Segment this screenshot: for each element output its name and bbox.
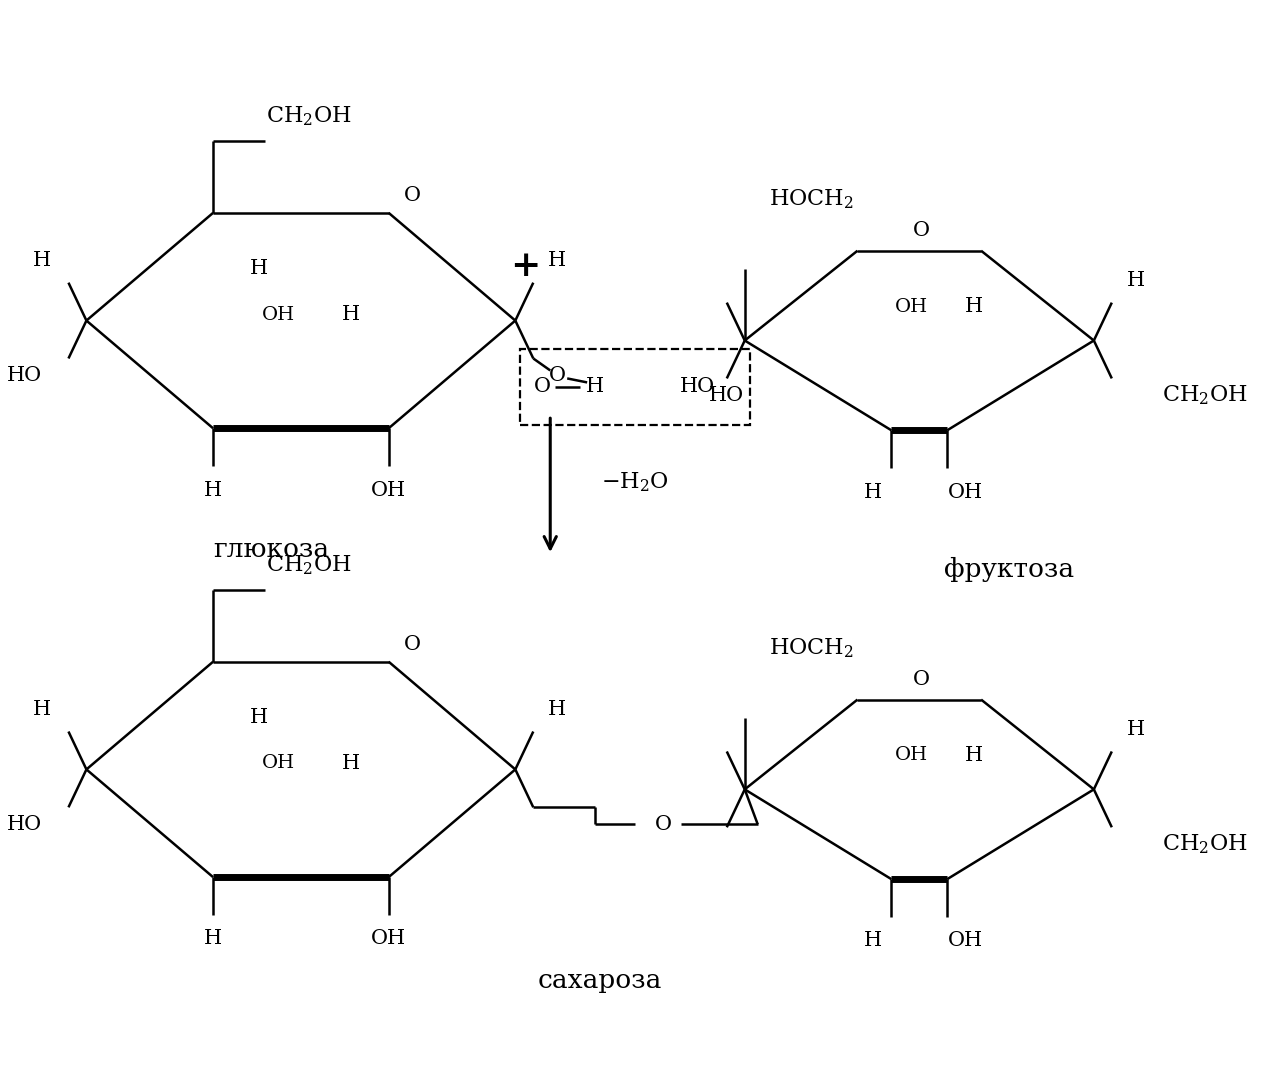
Text: $\mathregular{HOCH_2}$: $\mathregular{HOCH_2}$ xyxy=(770,187,853,210)
Text: H: H xyxy=(548,700,566,719)
Text: глюкоза: глюкоза xyxy=(212,537,329,562)
Text: O: O xyxy=(655,815,672,834)
Text: H: H xyxy=(250,708,268,727)
Text: H: H xyxy=(341,754,360,773)
Text: H: H xyxy=(250,259,268,278)
Text: $-\mathregular{H_2O}$: $-\mathregular{H_2O}$ xyxy=(601,471,669,494)
Text: $\mathregular{CH_2OH}$: $\mathregular{CH_2OH}$ xyxy=(266,553,351,577)
Text: +: + xyxy=(510,249,541,282)
Text: $\mathregular{CH_2OH}$: $\mathregular{CH_2OH}$ xyxy=(266,105,351,128)
Text: H: H xyxy=(205,481,223,499)
Text: OH: OH xyxy=(263,305,296,324)
Text: фруктоза: фруктоза xyxy=(943,557,1075,582)
Text: H: H xyxy=(341,305,360,324)
Text: O: O xyxy=(534,377,551,397)
Text: HO: HO xyxy=(709,386,744,404)
Text: H: H xyxy=(586,377,604,397)
Text: OH: OH xyxy=(947,483,983,501)
Text: OH: OH xyxy=(371,930,407,948)
Text: HO: HO xyxy=(681,377,716,397)
Text: O: O xyxy=(912,221,929,240)
Text: $\mathregular{CH_2OH}$: $\mathregular{CH_2OH}$ xyxy=(1162,384,1247,408)
Text: H: H xyxy=(965,298,983,316)
Text: H: H xyxy=(865,932,883,950)
Text: HO: HO xyxy=(6,366,42,385)
Text: OH: OH xyxy=(894,747,928,764)
Text: O: O xyxy=(548,366,566,385)
Text: O: O xyxy=(404,635,421,654)
Text: O: O xyxy=(912,670,929,689)
Text: H: H xyxy=(865,483,883,501)
Text: OH: OH xyxy=(371,481,407,499)
Text: H: H xyxy=(32,251,50,270)
Text: HO: HO xyxy=(6,815,42,834)
Text: H: H xyxy=(1126,271,1145,290)
Text: O: O xyxy=(404,186,421,205)
Text: H: H xyxy=(965,746,983,765)
Text: H: H xyxy=(32,700,50,719)
Text: $\mathregular{CH_2OH}$: $\mathregular{CH_2OH}$ xyxy=(1162,833,1247,856)
Text: H: H xyxy=(1126,720,1145,739)
Bar xyxy=(520,349,750,425)
Text: OH: OH xyxy=(263,754,296,773)
Text: $\mathregular{HOCH_2}$: $\mathregular{HOCH_2}$ xyxy=(770,635,853,659)
Text: OH: OH xyxy=(947,932,983,950)
Text: H: H xyxy=(205,930,223,948)
Text: сахароза: сахароза xyxy=(538,968,663,993)
Text: H: H xyxy=(548,251,566,270)
Text: OH: OH xyxy=(894,298,928,316)
